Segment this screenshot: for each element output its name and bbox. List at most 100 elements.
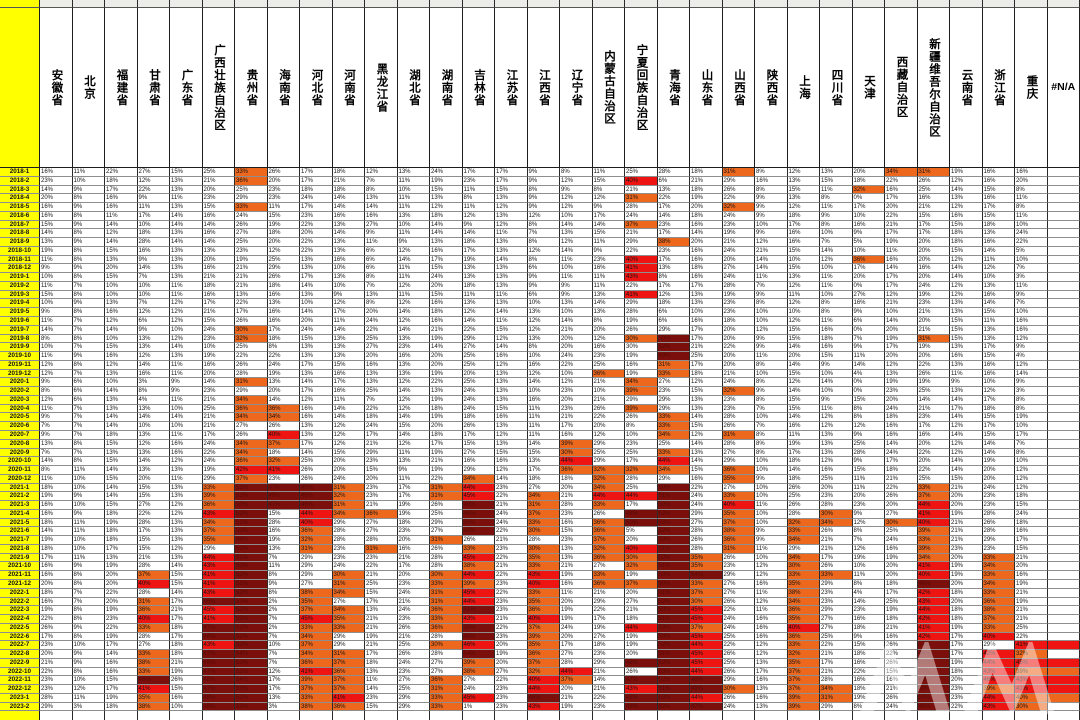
table-cell[interactable]: 25%	[1015, 623, 1048, 633]
table-cell[interactable]: 44%	[625, 623, 658, 633]
table-cell[interactable]: 13%	[690, 404, 723, 414]
table-cell[interactable]: 13%	[170, 273, 203, 282]
table-cell[interactable]: 16%	[885, 422, 918, 431]
table-cell[interactable]: 9%	[332, 290, 365, 300]
table-cell[interactable]: 16%	[755, 579, 788, 589]
table-cell[interactable]: 8%	[755, 378, 788, 388]
table-cell[interactable]: 10%	[755, 220, 788, 230]
table-cell[interactable]	[1047, 290, 1080, 300]
table-cell[interactable]: 53%	[235, 685, 268, 694]
table-cell[interactable]: 32%	[527, 667, 560, 677]
table-cell[interactable]: 27%	[137, 641, 170, 651]
table-cell[interactable]: 8%	[852, 702, 885, 712]
table-cell[interactable]: 10%	[885, 308, 918, 318]
table-cell[interactable]: 9%	[72, 352, 105, 361]
table-cell[interactable]: 32%	[235, 334, 268, 344]
table-cell[interactable]: 27%	[365, 220, 398, 230]
table-cell[interactable]: 11%	[527, 413, 560, 423]
table-cell[interactable]: 30%	[625, 334, 658, 344]
table-cell[interactable]: 16%	[137, 246, 170, 256]
table-cell[interactable]: 12%	[40, 369, 73, 379]
table-cell[interactable]: 22%	[690, 483, 723, 493]
table-cell[interactable]: 17%	[40, 632, 73, 642]
table-cell[interactable]: 21%	[885, 299, 918, 309]
table-cell[interactable]: 33%	[235, 168, 268, 177]
table-cell[interactable]	[1047, 378, 1080, 388]
table-cell[interactable]: 0%	[852, 378, 885, 388]
table-cell[interactable]: 47%	[267, 501, 300, 510]
table-cell[interactable]: 25%	[397, 685, 430, 694]
table-cell[interactable]: 11%	[397, 203, 430, 212]
table-cell[interactable]: 18%	[332, 185, 365, 195]
table-cell[interactable]: 6%	[657, 317, 690, 326]
table-cell[interactable]: 14%	[982, 299, 1015, 309]
table-cell[interactable]: 17%	[40, 553, 73, 563]
table-cell[interactable]	[885, 711, 918, 720]
table-cell[interactable]: 16%	[560, 430, 593, 440]
table-cell[interactable]: 9%	[137, 194, 170, 204]
table-cell[interactable]: 19%	[560, 606, 593, 616]
table-cell[interactable]: 16%	[592, 343, 625, 353]
table-cell[interactable]: 9%	[170, 387, 203, 396]
table-cell[interactable]: 25%	[300, 457, 333, 467]
table-cell[interactable]: 17%	[202, 299, 235, 309]
table-cell[interactable]	[1047, 448, 1080, 458]
table-cell[interactable]: 13%	[137, 448, 170, 458]
table-cell[interactable]: 23%	[365, 483, 398, 493]
table-cell[interactable]: 21%	[690, 176, 723, 186]
table-cell[interactable]	[1047, 238, 1080, 247]
table-cell[interactable]: 10%	[852, 562, 885, 572]
table-cell[interactable]: 13%	[137, 430, 170, 440]
table-cell[interactable]: 12%	[430, 203, 463, 212]
table-cell[interactable]: 12%	[560, 194, 593, 204]
table-cell[interactable]: 16%	[267, 527, 300, 537]
table-cell[interactable]: 27%	[592, 562, 625, 572]
table-cell[interactable]: 22%	[300, 246, 333, 256]
table-cell[interactable]: 13%	[495, 299, 528, 309]
table-cell[interactable]: 8%	[755, 430, 788, 440]
table-cell[interactable]: 13%	[787, 194, 820, 204]
table-cell[interactable]: 17%	[397, 483, 430, 493]
table-cell[interactable]: 28%	[820, 501, 853, 510]
table-cell[interactable]: 17%	[267, 676, 300, 686]
table-cell[interactable]: 21%	[917, 308, 950, 318]
table-cell[interactable]: 19%	[105, 606, 138, 616]
table-cell[interactable]: 17%	[820, 658, 853, 668]
table-cell[interactable]: 34%	[235, 439, 268, 449]
table-cell[interactable]: 31%	[365, 544, 398, 554]
table-cell[interactable]: 14%	[462, 229, 495, 239]
table-cell[interactable]: 33%	[300, 693, 333, 703]
table-cell[interactable]: 21%	[397, 597, 430, 607]
table-cell[interactable]: 38%	[462, 667, 495, 677]
table-cell[interactable]: 9%	[852, 430, 885, 440]
table-cell[interactable]: 27%	[397, 676, 430, 686]
table-cell[interactable]: 13%	[267, 544, 300, 554]
table-cell[interactable]: 14%	[365, 203, 398, 212]
table-cell[interactable]: 44%	[560, 457, 593, 467]
table-cell[interactable]: 53%	[657, 571, 690, 580]
table-cell[interactable]: 45%	[300, 483, 333, 493]
row-label[interactable]: 2023-2	[0, 702, 40, 712]
table-cell[interactable]: 25%	[852, 439, 885, 449]
row-label[interactable]: 2020-5	[0, 413, 40, 423]
table-cell[interactable]: 20%	[722, 255, 755, 265]
table-cell[interactable]: 19%	[40, 536, 73, 545]
table-cell[interactable]: 25%	[917, 185, 950, 195]
table-cell[interactable]: 18%	[40, 544, 73, 554]
table-cell[interactable]: 21%	[365, 439, 398, 449]
table-cell[interactable]: 12%	[137, 439, 170, 449]
table-cell[interactable]: 7%	[72, 588, 105, 598]
table-cell[interactable]: 31%	[332, 501, 365, 510]
table-cell[interactable]: 9%	[820, 395, 853, 405]
table-cell[interactable]: 17%	[625, 501, 658, 510]
table-cell[interactable]: 9%	[755, 536, 788, 545]
table-cell[interactable]: 43%	[202, 562, 235, 572]
table-cell[interactable]	[1047, 325, 1080, 335]
table-cell[interactable]: 15%	[950, 474, 983, 484]
table-cell[interactable]: 45%	[690, 606, 723, 616]
table-cell[interactable]: 10%	[755, 509, 788, 519]
table-cell[interactable]: 33%	[657, 422, 690, 431]
table-cell[interactable]: 22%	[495, 492, 528, 502]
table-cell[interactable]: 11%	[72, 693, 105, 703]
table-cell[interactable]: 40%	[787, 623, 820, 633]
